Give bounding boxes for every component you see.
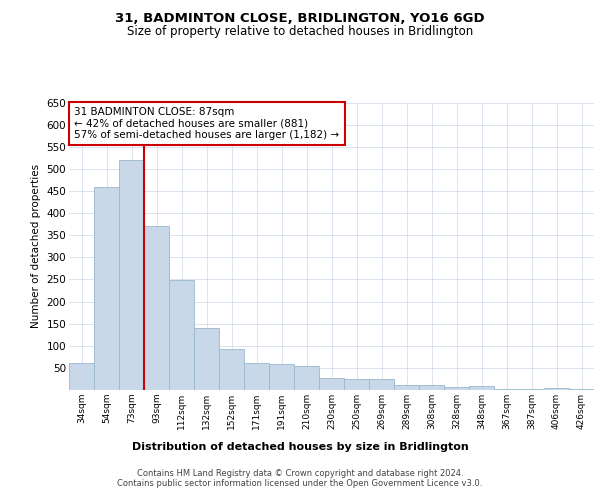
Text: Contains HM Land Registry data © Crown copyright and database right 2024.
Contai: Contains HM Land Registry data © Crown c…: [118, 469, 482, 488]
Bar: [569, 388, 594, 390]
Bar: [119, 160, 144, 390]
Bar: [94, 188, 119, 390]
Bar: [269, 364, 294, 390]
Bar: [469, 386, 494, 390]
Text: 31 BADMINTON CLOSE: 87sqm
← 42% of detached houses are smaller (881)
57% of semi: 31 BADMINTON CLOSE: 87sqm ← 42% of detac…: [74, 107, 340, 140]
Bar: [144, 226, 169, 390]
Bar: [369, 378, 394, 390]
Text: Size of property relative to detached houses in Bridlington: Size of property relative to detached ho…: [127, 25, 473, 38]
Bar: [169, 280, 194, 390]
Bar: [244, 362, 269, 390]
Bar: [319, 378, 344, 390]
Bar: [219, 349, 244, 390]
Bar: [69, 362, 94, 390]
Text: 31, BADMINTON CLOSE, BRIDLINGTON, YO16 6GD: 31, BADMINTON CLOSE, BRIDLINGTON, YO16 6…: [115, 12, 485, 26]
Text: Distribution of detached houses by size in Bridlington: Distribution of detached houses by size …: [131, 442, 469, 452]
Bar: [394, 385, 419, 390]
Y-axis label: Number of detached properties: Number of detached properties: [31, 164, 41, 328]
Bar: [444, 388, 469, 390]
Bar: [194, 328, 219, 390]
Bar: [519, 388, 544, 390]
Bar: [294, 366, 319, 390]
Bar: [494, 388, 519, 390]
Bar: [419, 384, 444, 390]
Bar: [344, 378, 369, 390]
Bar: [544, 388, 569, 390]
